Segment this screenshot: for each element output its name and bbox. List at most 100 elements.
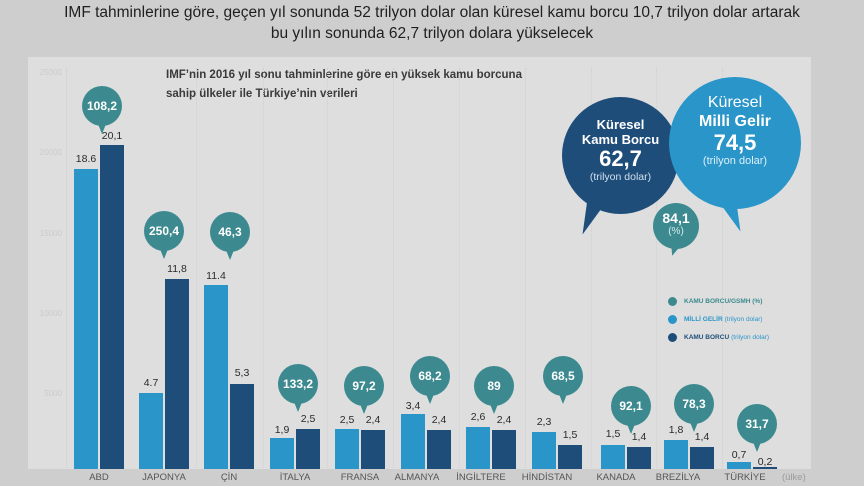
legend-item-milli-gelir: MİLLİ GELİR (trilyon dolar) — [668, 310, 769, 328]
ratio-pin-japonya: 250,4 — [144, 211, 184, 259]
bar-abd-kamu-borcu — [100, 145, 124, 469]
bar-hindistan-milli-gelir — [532, 432, 556, 469]
legend-dot-icon — [668, 332, 677, 342]
gridline — [459, 68, 460, 468]
bubble-oran-value: 84,1 — [662, 210, 690, 226]
value-abd-borc: 20,1 — [101, 130, 123, 142]
bar-italya-kamu-borcu — [296, 429, 320, 469]
value-italya-gelir: 1,9 — [274, 424, 290, 436]
bubble-milli-gelir-unit: (trilyon dolar) — [702, 155, 768, 167]
ratio-pin-ingiltere: 89 — [474, 366, 514, 414]
bar-brezilya-kamu-borcu — [690, 447, 714, 469]
bar-almanya-milli-gelir — [401, 414, 425, 469]
bar-turkiye-kamu-borcu — [753, 467, 777, 469]
value-kanada-borc: 1,4 — [631, 431, 647, 443]
value-turkiye-borc: 0,2 — [757, 456, 773, 468]
value-almanya-gelir: 3,4 — [405, 400, 421, 412]
value-cin-borc: 5,3 — [234, 367, 250, 379]
bubble-kamu-borcu-unit: (trilyon dolar) — [589, 171, 652, 183]
value-cin-gelir: 11.4 — [206, 270, 226, 282]
bubble-kamu-borcu-line2: Kamu Borcu — [581, 132, 660, 147]
gridline — [656, 68, 657, 468]
bar-abd-milli-gelir — [74, 169, 98, 469]
bar-brezilya-milli-gelir — [664, 440, 688, 469]
y-tick: 15000 — [39, 229, 62, 238]
x-axis-unit: (ülke) — [782, 472, 806, 483]
bar-kanada-kamu-borcu — [627, 447, 651, 469]
x-label-abd: ABD — [89, 472, 109, 483]
gridline — [393, 68, 394, 468]
gridline — [327, 68, 328, 468]
bar-almanya-kamu-borcu — [427, 430, 451, 469]
x-label-almanya: ALMANYA — [394, 472, 440, 483]
ratio-pin-cin: 46,3 — [210, 212, 250, 260]
x-label-brezilya: BREZİLYA — [655, 472, 701, 483]
y-tick: 10000 — [39, 309, 62, 318]
bubble-oran-unit: (%) — [668, 226, 684, 237]
y-tick: 20000 — [39, 148, 62, 157]
gridline — [196, 68, 197, 468]
value-fransa-gelir: 2,5 — [339, 414, 355, 426]
value-japonya-gelir: 4.7 — [143, 377, 159, 389]
legend-unit: (trilyon dolar) — [731, 333, 770, 341]
value-brezilya-borc: 1,4 — [694, 431, 710, 443]
value-fransa-borc: 2,4 — [365, 414, 381, 426]
value-hindistan-borc: 1,5 — [562, 429, 578, 441]
legend-item-oran: KAMU BORCU/GSMH (%) — [668, 292, 769, 310]
legend-dot-icon — [668, 314, 677, 324]
subtitle-line-1: IMF’nin 2016 yıl sonu tahminlerine göre … — [166, 69, 522, 81]
ratio-pin-fransa: 97,2 — [344, 366, 384, 414]
bubble-milli-gelir-line1: Küresel — [707, 94, 763, 111]
bar-hindistan-kamu-borcu — [558, 445, 582, 469]
legend-unit: (trilyon dolar) — [724, 315, 763, 323]
headline: IMF tahminlerine göre, geçen yıl sonunda… — [0, 2, 864, 44]
y-tick: 5000 — [44, 389, 62, 398]
x-label-kanada: KANADA — [596, 472, 636, 483]
x-label-italya: İTALYA — [279, 472, 311, 483]
y-tick: 25000 — [39, 68, 62, 77]
x-label-cin: ÇİN — [220, 472, 238, 483]
ratio-pin-almanya: 68,2 — [410, 356, 450, 404]
headline-line-2: bu yılın sonunda 62,7 trilyon dolara yük… — [270, 25, 594, 42]
ratio-pin-italya: 133,2 — [278, 364, 318, 412]
value-abd-gelir: 18.6 — [75, 153, 97, 165]
bar-turkiye-milli-gelir — [727, 462, 751, 469]
headline-line-1: IMF tahminlerine göre, geçen yıl sonunda… — [64, 4, 800, 21]
chart-subtitle: IMF’nin 2016 yıl sonu tahminlerine göre … — [166, 66, 586, 104]
bar-fransa-milli-gelir — [335, 429, 359, 469]
x-label-fransa: FRANSA — [340, 472, 380, 483]
gridline — [591, 68, 592, 468]
gridline — [525, 68, 526, 468]
gridline — [263, 68, 264, 468]
value-almanya-borc: 2,4 — [431, 414, 447, 426]
ratio-pin-brezilya: 78,3 — [674, 384, 714, 432]
bar-ingiltere-kamu-borcu — [492, 430, 516, 469]
bar-ingiltere-milli-gelir — [466, 427, 490, 469]
ratio-pin-kanada: 92,1 — [611, 386, 651, 434]
subtitle-line-2: sahip ülkeler ile Türkiye’nin verileri — [166, 88, 358, 100]
bar-italya-milli-gelir — [270, 438, 294, 469]
x-label-turkiye: TÜRKİYE — [724, 472, 766, 483]
ratio-pin-hindistan: 68,5 — [543, 356, 583, 404]
bubble-kamu-borcu-value: 62,7 — [599, 146, 642, 171]
bubble-milli-gelir-value: 74,5 — [713, 130, 757, 155]
x-label-ingiltere: İNGİLTERE — [456, 472, 506, 483]
gridline — [722, 68, 723, 468]
legend-dot-icon — [668, 296, 677, 306]
ratio-pin-turkiye: 31,7 — [737, 404, 777, 452]
value-kanada-gelir: 1,5 — [605, 428, 621, 440]
value-ingiltere-borc: 2,4 — [496, 414, 512, 426]
legend: KAMU BORCU/GSMH (%) MİLLİ GELİR (trilyon… — [668, 292, 769, 346]
value-italya-borc: 2,5 — [300, 413, 316, 425]
ratio-pin-abd: 108,2 — [82, 86, 122, 134]
bar-japonya-milli-gelir — [139, 393, 163, 469]
bubble-milli-gelir-line2: Milli Gelir — [698, 113, 771, 130]
bar-kanada-milli-gelir — [601, 445, 625, 469]
value-ingiltere-gelir: 2,6 — [470, 411, 486, 423]
bar-fransa-kamu-borcu — [361, 430, 385, 469]
legend-label: KAMU BORCU — [684, 333, 730, 341]
legend-label: MİLLİ GELİR — [684, 315, 723, 323]
legend-label: KAMU BORCU/GSMH (%) — [684, 297, 763, 305]
bubble-kuresel-oran: 84,1 (%) — [653, 203, 699, 249]
value-turkiye-gelir: 0,7 — [731, 449, 747, 461]
